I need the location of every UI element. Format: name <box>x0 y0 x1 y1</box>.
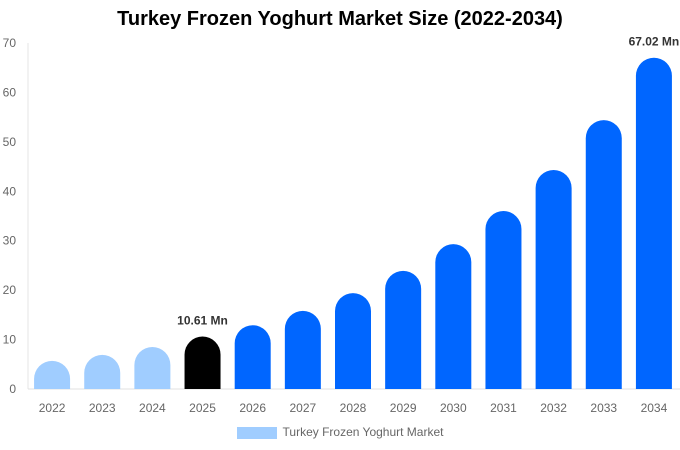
x-tick-label: 2033 <box>590 401 617 415</box>
y-tick-label: 20 <box>3 283 17 297</box>
x-tick-label: 2034 <box>641 401 668 415</box>
bar-2025 <box>184 336 221 389</box>
y-tick-label: 50 <box>3 135 17 149</box>
bar-2033 <box>585 120 622 389</box>
bar-2024 <box>134 346 171 389</box>
x-tick-label: 2031 <box>490 401 517 415</box>
y-tick-label: 0 <box>9 382 16 396</box>
bar-2026 <box>234 325 271 389</box>
y-tick-label: 40 <box>3 184 17 198</box>
data-label: 10.61 Mn <box>177 314 228 328</box>
legend-label: Turkey Frozen Yoghurt Market <box>282 425 444 439</box>
bar-2030 <box>435 244 472 389</box>
x-tick-label: 2022 <box>39 401 66 415</box>
x-tick-label: 2032 <box>540 401 567 415</box>
data-label: 67.02 Mn <box>629 35 680 49</box>
x-tick-label: 2030 <box>440 401 467 415</box>
bar-2028 <box>335 293 371 389</box>
x-tick-label: 2028 <box>340 401 367 415</box>
bar-2022 <box>34 360 71 389</box>
legend-swatch <box>236 426 277 439</box>
y-tick-label: 60 <box>3 85 17 99</box>
legend[interactable]: Turkey Frozen Yoghurt Market <box>0 425 680 439</box>
bar-2023 <box>84 354 121 389</box>
y-tick-label: 70 <box>3 36 17 50</box>
bar-2029 <box>385 270 422 389</box>
bar-2032 <box>535 170 572 389</box>
bar-2027 <box>284 310 321 389</box>
x-tick-label: 2023 <box>89 401 116 415</box>
x-tick-label: 2026 <box>239 401 266 415</box>
x-tick-label: 2024 <box>139 401 166 415</box>
x-tick-label: 2029 <box>390 401 417 415</box>
chart-title: Turkey Frozen Yoghurt Market Size (2022-… <box>117 8 563 30</box>
bar-2031 <box>485 211 522 389</box>
bar-2034 <box>635 57 672 390</box>
y-tick-label: 30 <box>3 234 17 248</box>
x-tick-label: 2027 <box>289 401 316 415</box>
y-tick-label: 10 <box>3 333 17 347</box>
x-tick-label: 2025 <box>189 401 216 415</box>
